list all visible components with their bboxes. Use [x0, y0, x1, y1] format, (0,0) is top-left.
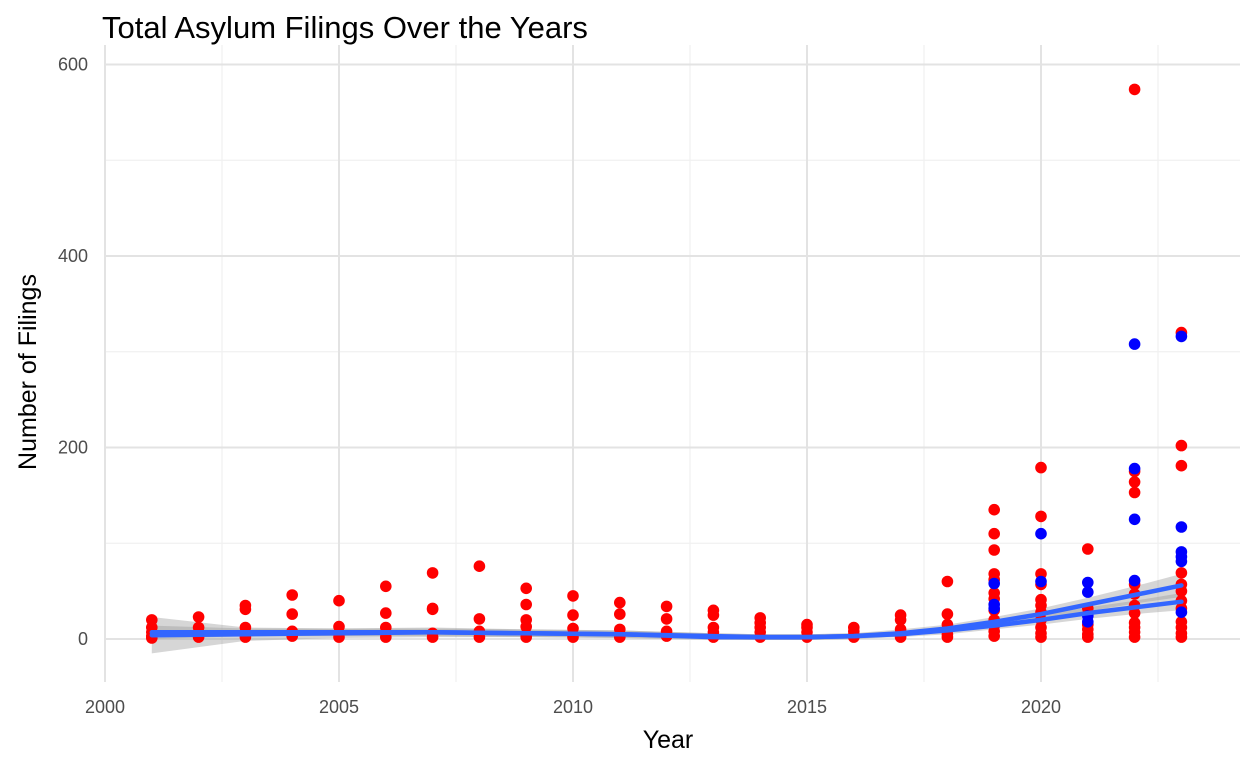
red-point	[614, 608, 626, 620]
x-axis-title: Year	[643, 726, 694, 754]
blue-point	[1035, 527, 1047, 540]
blue-point	[1128, 462, 1141, 475]
blue-point	[1128, 338, 1141, 350]
x-tick-label: 2010	[553, 697, 593, 717]
red-point	[1175, 459, 1188, 472]
smooth-lines	[149, 583, 1184, 640]
chart-title: Total Asylum Filings Over the Years	[102, 10, 588, 45]
red-point	[614, 596, 626, 609]
red-point	[1082, 543, 1094, 555]
red-point	[1175, 631, 1188, 643]
red-point	[473, 613, 486, 625]
red-point	[380, 607, 392, 619]
red-point	[1082, 631, 1094, 643]
red-point	[894, 614, 907, 626]
red-point	[239, 603, 252, 616]
smooth-line	[149, 599, 1184, 640]
blue-point	[1175, 521, 1188, 533]
red-point	[988, 630, 1000, 642]
red-point	[1175, 439, 1188, 452]
red-point	[567, 609, 579, 621]
red-point	[1175, 567, 1188, 579]
x-tick-label: 2005	[319, 697, 359, 717]
red-point	[192, 611, 205, 623]
red-point	[286, 589, 299, 601]
y-tick-label: 400	[58, 246, 88, 266]
grid-layer	[104, 45, 1240, 682]
x-tick-label: 2020	[1021, 697, 1061, 717]
red-point	[380, 580, 392, 593]
red-point	[988, 527, 1000, 540]
axis-ticks: 0 200 400 600 2000 2005 2010 2015 2020	[58, 55, 1061, 718]
red-point	[988, 503, 1000, 516]
red-point	[1128, 476, 1141, 488]
blue-point	[1082, 586, 1094, 598]
y-tick-label: 600	[58, 55, 88, 75]
x-tick-label: 2015	[787, 697, 827, 717]
red-point	[567, 590, 579, 602]
blue-point	[1175, 555, 1188, 568]
red-point	[520, 582, 532, 595]
red-point	[286, 608, 299, 620]
red-point	[988, 544, 1000, 556]
y-axis-title: Number of Filings	[14, 274, 42, 470]
blue-point	[1035, 575, 1047, 588]
red-point	[1035, 631, 1047, 643]
red-point	[1128, 631, 1141, 643]
y-tick-label: 0	[78, 629, 88, 649]
red-point	[1128, 486, 1141, 499]
red-point	[333, 594, 345, 607]
red-point	[426, 603, 439, 616]
red-point	[473, 560, 486, 572]
red-point	[1128, 607, 1141, 619]
red-point	[941, 575, 954, 588]
red-point	[660, 613, 673, 625]
red-point	[707, 609, 720, 621]
blue-point	[1175, 330, 1188, 343]
red-point	[660, 600, 673, 613]
red-point	[520, 598, 532, 611]
blue-point	[1175, 606, 1188, 618]
red-point	[1035, 461, 1047, 474]
blue-point	[1128, 574, 1141, 587]
data-points	[146, 83, 1188, 644]
blue-point	[988, 602, 1000, 615]
red-point	[1035, 510, 1047, 523]
red-point	[941, 608, 954, 620]
x-tick-label: 2000	[85, 697, 125, 717]
red-point	[941, 631, 954, 643]
blue-point	[1082, 616, 1094, 628]
blue-point	[1082, 576, 1094, 589]
y-tick-label: 200	[58, 438, 88, 458]
blue-point	[1128, 513, 1141, 526]
red-point	[1128, 83, 1141, 96]
red-point	[426, 567, 439, 579]
blue-point	[988, 577, 1000, 590]
